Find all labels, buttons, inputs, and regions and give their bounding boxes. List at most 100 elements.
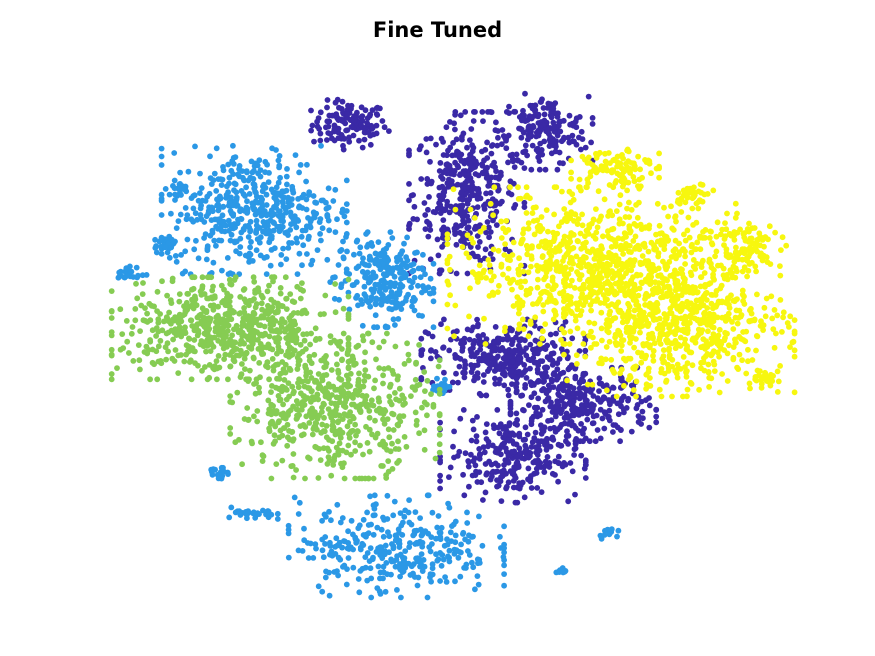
- scatter-point: [548, 350, 555, 357]
- scatter-point: [395, 316, 402, 322]
- scatter-point: [563, 433, 570, 440]
- scatter-point: [288, 212, 294, 219]
- scatter-point: [474, 323, 481, 330]
- scatter-point: [280, 245, 286, 252]
- scatter-point: [629, 262, 636, 269]
- scatter-point: [137, 328, 144, 334]
- scatter-point: [427, 548, 434, 555]
- scatter-point: [505, 190, 512, 196]
- scatter-point: [464, 197, 471, 204]
- scatter-point: [166, 254, 173, 261]
- scatter-point: [636, 246, 643, 253]
- scatter-point: [438, 524, 445, 531]
- scatter-point: [154, 376, 161, 383]
- scatter-point: [477, 228, 484, 235]
- scatter-point: [348, 124, 355, 130]
- scatter-point: [153, 249, 160, 256]
- scatter-point: [211, 237, 218, 244]
- scatter-point: [302, 364, 309, 370]
- scatter-point: [335, 572, 341, 579]
- scatter-point: [244, 169, 250, 176]
- scatter-point: [565, 134, 572, 141]
- scatter-point: [219, 333, 226, 340]
- scatter-point: [361, 283, 368, 290]
- scatter-point: [428, 534, 435, 540]
- scatter-point: [464, 178, 470, 185]
- scatter-point: [384, 492, 391, 499]
- scatter-point: [418, 352, 425, 358]
- scatter-point: [404, 340, 410, 347]
- scatter-point: [745, 346, 751, 353]
- scatter-point: [551, 282, 558, 288]
- scatter-point: [339, 98, 346, 105]
- scatter-point: [201, 219, 208, 225]
- scatter-point: [537, 140, 544, 147]
- scatter-point: [258, 194, 265, 201]
- scatter-point: [188, 376, 195, 383]
- scatter-point: [472, 271, 479, 278]
- scatter-point: [247, 244, 254, 251]
- scatter-point: [494, 483, 500, 490]
- scatter-point: [373, 111, 380, 117]
- scatter-point: [172, 253, 179, 259]
- scatter-point: [280, 401, 286, 408]
- scatter-point: [580, 259, 587, 266]
- scatter-point: [436, 357, 443, 364]
- scatter-point: [530, 355, 537, 361]
- scatter-point: [201, 235, 208, 241]
- scatter-point: [309, 431, 316, 438]
- scatter-point: [390, 427, 397, 433]
- scatter-point: [417, 274, 424, 281]
- scatter-point: [258, 300, 265, 307]
- scatter-point: [370, 531, 377, 538]
- scatter-point: [232, 224, 239, 231]
- scatter-point: [515, 310, 522, 317]
- scatter-point: [554, 409, 560, 415]
- scatter-point: [136, 357, 143, 364]
- scatter-point: [504, 457, 511, 464]
- scatter-point: [161, 318, 167, 325]
- scatter-point: [308, 330, 314, 337]
- scatter-point: [345, 528, 351, 535]
- scatter-point: [178, 252, 185, 258]
- scatter-point: [567, 328, 574, 335]
- scatter-point: [303, 196, 310, 203]
- scatter-point: [472, 109, 478, 115]
- scatter-point: [359, 268, 366, 275]
- scatter-point: [172, 347, 179, 353]
- scatter-point: [491, 368, 498, 374]
- scatter-point: [564, 428, 570, 435]
- scatter-point: [387, 279, 394, 286]
- scatter-point: [539, 96, 545, 103]
- scatter-point: [520, 326, 527, 332]
- scatter-point: [356, 370, 362, 377]
- scatter-point: [472, 373, 478, 380]
- scatter-point: [279, 214, 286, 220]
- scatter-point: [396, 285, 403, 292]
- scatter-point: [394, 376, 401, 383]
- scatter-point: [472, 158, 479, 165]
- scatter-point: [539, 289, 546, 295]
- scatter-point: [290, 310, 297, 316]
- scatter-point: [108, 346, 115, 353]
- scatter-point: [527, 365, 533, 372]
- scatter-point: [374, 585, 381, 591]
- scatter-point: [401, 274, 407, 281]
- scatter-point: [291, 494, 298, 501]
- scatter-point: [635, 292, 642, 299]
- scatter-point: [366, 448, 373, 455]
- scatter-point: [771, 344, 778, 351]
- scatter-point: [547, 443, 554, 450]
- scatter-point: [430, 260, 437, 267]
- scatter-point: [587, 263, 593, 269]
- scatter-point: [325, 130, 332, 136]
- scatter-point: [623, 241, 629, 247]
- scatter-point: [388, 401, 395, 408]
- scatter-point: [386, 533, 393, 540]
- scatter-point: [457, 112, 464, 119]
- scatter-point: [637, 221, 644, 228]
- scatter-point: [434, 375, 440, 382]
- scatter-point: [510, 469, 516, 476]
- scatter-point: [370, 512, 377, 519]
- scatter-point: [210, 343, 217, 350]
